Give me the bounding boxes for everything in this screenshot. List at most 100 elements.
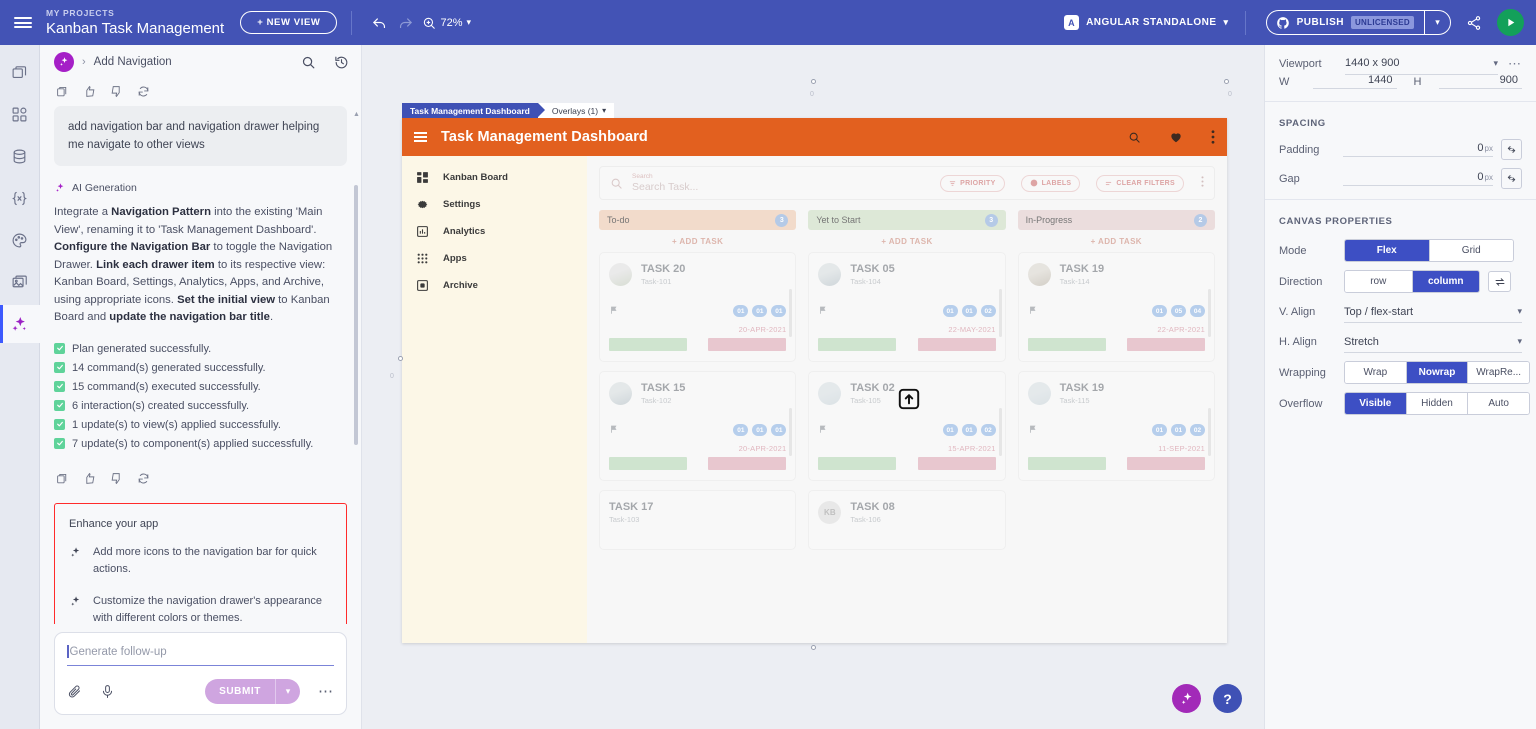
card-scrollbar[interactable]: [998, 402, 1002, 470]
mode-segmented[interactable]: Flex Grid: [1344, 239, 1514, 262]
submit-button[interactable]: SUBMIT ▾: [205, 679, 300, 704]
card-scrollbar[interactable]: [1207, 283, 1211, 351]
add-task-button[interactable]: + ADD TASK: [671, 236, 724, 246]
valign-select[interactable]: Top / flex-start ▾: [1344, 301, 1522, 323]
filter-priority-button[interactable]: PRIORITY: [940, 174, 1005, 192]
enhance-suggestion[interactable]: Add more icons to the navigation bar for…: [69, 544, 332, 578]
scrollbar-thumb[interactable]: [354, 185, 358, 445]
drawer-toggle-button[interactable]: [414, 130, 427, 144]
design-canvas[interactable]: 0 0 0 0 Task Management Dashboard Overla…: [362, 45, 1264, 729]
resize-handle-left[interactable]: [398, 356, 403, 361]
card-scrollbar[interactable]: [789, 283, 793, 351]
publish-button[interactable]: PUBLISH UNLICENSED ▾: [1265, 10, 1451, 35]
panel-scrollbar[interactable]: ▲ ▼: [353, 111, 360, 624]
undo-icon[interactable]: [366, 10, 392, 36]
scrollbar-thumb[interactable]: [1207, 408, 1211, 456]
wrapping-option[interactable]: WrapRe...: [1467, 362, 1529, 383]
publish-dropdown-caret[interactable]: ▾: [1424, 11, 1450, 34]
drawer-item-analytics[interactable]: Analytics: [402, 218, 587, 245]
overflow-segmented[interactable]: Visible Hidden Auto: [1344, 392, 1530, 415]
padding-input[interactable]: 0 px: [1343, 142, 1493, 157]
scrollbar-thumb[interactable]: [789, 289, 793, 337]
followup-input[interactable]: Generate follow-up: [67, 645, 334, 666]
zoom-control[interactable]: 72% ▾: [422, 16, 471, 30]
scrollbar-thumb[interactable]: [998, 289, 1002, 337]
more-vert-icon[interactable]: [1211, 130, 1215, 144]
views-icon[interactable]: [0, 53, 40, 91]
task-card[interactable]: TASK 19 Task-114 01 05 04 22-APR-2021: [1017, 252, 1215, 362]
copy-icon[interactable]: [56, 85, 69, 98]
mode-option[interactable]: Grid: [1428, 240, 1513, 261]
add-task-button[interactable]: + ADD TASK: [881, 236, 933, 246]
gap-link-icon[interactable]: [1501, 168, 1522, 189]
wrapping-segmented[interactable]: Wrap Nowrap WrapRe...: [1344, 361, 1530, 384]
scroll-up-arrow-icon[interactable]: ▲: [353, 111, 360, 118]
app-preview-frame[interactable]: Task Management Dashboard Kanban Board Se…: [402, 118, 1227, 643]
scrollbar-thumb[interactable]: [789, 408, 793, 456]
enhance-suggestion[interactable]: Customize the navigation drawer's appear…: [69, 593, 332, 625]
data-icon[interactable]: [0, 137, 40, 175]
regenerate-icon[interactable]: [137, 85, 150, 98]
task-card[interactable]: TASK 20 Task-101 01 01 01 20-APR-2021: [599, 252, 797, 362]
drawer-item-apps[interactable]: Apps: [402, 245, 587, 272]
favorite-heart-icon[interactable]: [1169, 130, 1183, 144]
tab-overlays[interactable]: Overlays (1) ▾: [537, 103, 615, 118]
variables-icon[interactable]: [0, 179, 40, 217]
microphone-icon[interactable]: [100, 684, 115, 699]
wrapping-option[interactable]: Nowrap: [1405, 362, 1468, 383]
card-scrollbar[interactable]: [1207, 402, 1211, 470]
preview-run-button[interactable]: [1497, 9, 1524, 36]
resize-handle-top-right[interactable]: [1224, 79, 1229, 84]
more-options-icon[interactable]: ⋯: [318, 682, 334, 700]
framework-selector[interactable]: A ANGULAR STANDALONE ▾: [1064, 15, 1229, 30]
height-input[interactable]: 900: [1438, 74, 1522, 89]
new-view-button[interactable]: + NEW VIEW: [240, 11, 338, 34]
gap-input[interactable]: 0 px: [1343, 171, 1493, 186]
search-icon[interactable]: [1128, 131, 1141, 144]
task-search-bar[interactable]: Search Search Task... PRIORITY LABELS: [599, 166, 1215, 200]
submit-dropdown-caret[interactable]: ▾: [275, 679, 300, 704]
drawer-item-settings[interactable]: Settings: [402, 191, 587, 218]
task-card[interactable]: KB TASK 08 Task-106: [808, 490, 1006, 550]
overflow-option[interactable]: Auto: [1467, 393, 1529, 414]
task-card[interactable]: TASK 15 Task-102 01 01 01 20-APR-2021: [599, 371, 797, 481]
drawer-item-archive[interactable]: Archive: [402, 272, 587, 299]
thumbs-down-icon[interactable]: [110, 85, 123, 98]
regenerate-icon[interactable]: [137, 472, 150, 485]
media-icon[interactable]: [0, 263, 40, 301]
history-icon[interactable]: [334, 55, 349, 70]
ai-assistant-fab[interactable]: [1172, 684, 1201, 713]
direction-segmented[interactable]: row column: [1344, 270, 1480, 293]
overflow-option[interactable]: Hidden: [1405, 393, 1468, 414]
artboard[interactable]: Task Management Dashboard Overlays (1) ▾…: [398, 79, 1229, 650]
padding-link-icon[interactable]: [1501, 139, 1522, 160]
swap-direction-icon[interactable]: [1488, 271, 1511, 292]
wrapping-option[interactable]: Wrap: [1345, 362, 1406, 383]
board-more-icon[interactable]: [1201, 174, 1204, 192]
direction-option[interactable]: column: [1411, 271, 1479, 292]
width-input[interactable]: 1440: [1313, 74, 1397, 89]
theme-icon[interactable]: [0, 221, 40, 259]
copy-icon[interactable]: [56, 472, 69, 485]
overflow-option[interactable]: Visible: [1345, 393, 1406, 414]
task-card[interactable]: TASK 05 Task-104 01 01 02 22-MAY-2021: [808, 252, 1006, 362]
card-scrollbar[interactable]: [789, 402, 793, 470]
share-icon[interactable]: [1461, 10, 1487, 36]
direction-option[interactable]: row: [1345, 271, 1412, 292]
main-menu-button[interactable]: [0, 15, 46, 31]
mode-option[interactable]: Flex: [1345, 240, 1429, 261]
components-icon[interactable]: [0, 95, 40, 133]
help-fab[interactable]: ?: [1213, 684, 1242, 713]
scrollbar-thumb[interactable]: [1207, 289, 1211, 337]
task-card[interactable]: TASK 19 Task-115 01 01 02 11-SEP-2021: [1017, 371, 1215, 481]
search-icon[interactable]: [301, 55, 316, 70]
resize-handle-top[interactable]: [811, 79, 816, 84]
card-scrollbar[interactable]: [998, 283, 1002, 351]
clear-filters-button[interactable]: CLEAR FILTERS: [1096, 174, 1184, 192]
add-task-button[interactable]: + ADD TASK: [1090, 236, 1142, 246]
viewport-more-icon[interactable]: ⋯: [1508, 55, 1522, 71]
publish-main[interactable]: PUBLISH UNLICENSED: [1267, 11, 1424, 34]
thumbs-down-icon[interactable]: [110, 472, 123, 485]
redo-icon[interactable]: [392, 10, 418, 36]
thumbs-up-icon[interactable]: [83, 85, 96, 98]
